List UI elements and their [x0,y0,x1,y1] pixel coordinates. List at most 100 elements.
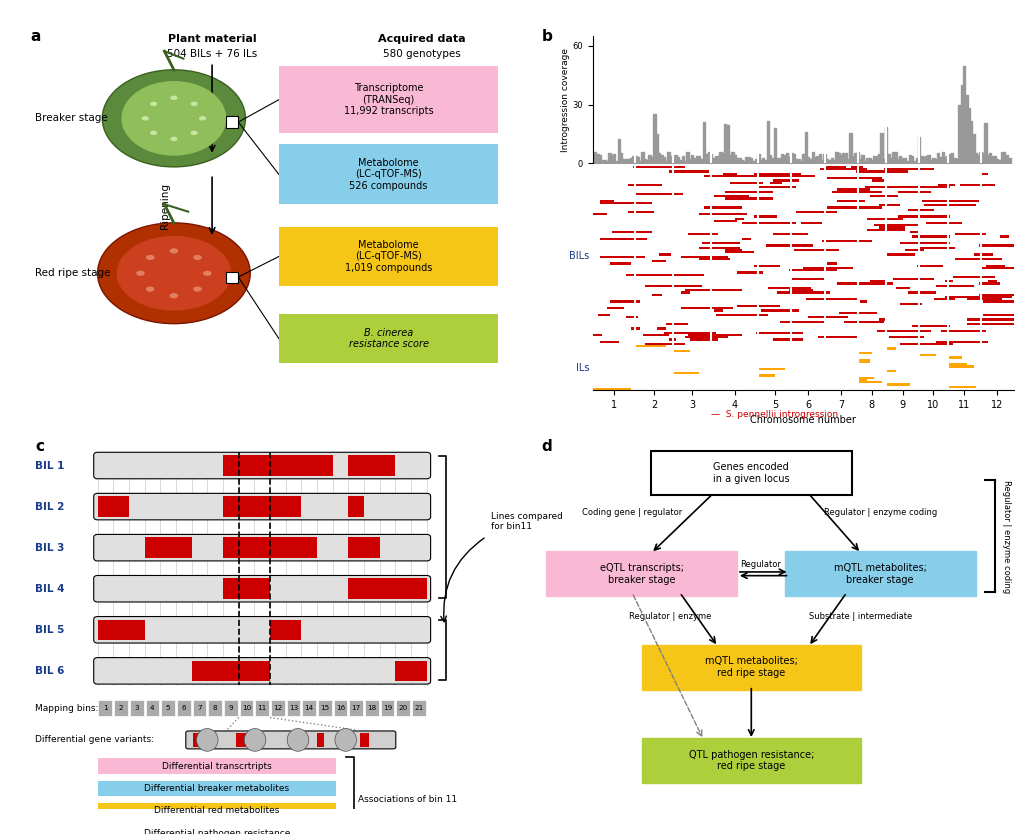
Text: Associations of bin 11: Associations of bin 11 [357,795,457,804]
FancyBboxPatch shape [97,781,336,796]
Ellipse shape [141,116,148,121]
Ellipse shape [197,729,218,751]
FancyBboxPatch shape [279,314,499,363]
Text: 3: 3 [134,706,139,711]
Ellipse shape [170,137,177,141]
Y-axis label: Introgression coverage: Introgression coverage [561,48,569,152]
Text: BIL 4: BIL 4 [36,584,65,594]
FancyBboxPatch shape [97,826,336,834]
Text: mQTL metabolites;
red ripe stage: mQTL metabolites; red ripe stage [705,656,798,678]
Text: 580 genotypes: 580 genotypes [383,49,461,59]
Text: 7: 7 [198,706,202,711]
Text: Differential breaker metabolites: Differential breaker metabolites [144,784,290,793]
Ellipse shape [136,271,144,276]
Text: Breaker stage: Breaker stage [36,113,109,123]
Ellipse shape [170,96,177,100]
Bar [348,537,380,558]
Text: 6: 6 [181,706,186,711]
Text: 2: 2 [119,706,123,711]
Text: 13: 13 [289,706,298,711]
Bar [97,620,144,640]
Ellipse shape [199,116,206,121]
Ellipse shape [146,287,155,292]
FancyBboxPatch shape [97,803,336,819]
FancyBboxPatch shape [271,700,285,716]
Ellipse shape [335,729,356,751]
Text: 5: 5 [166,706,170,711]
Text: BIL 2: BIL 2 [36,501,65,511]
Text: Differential pathogen resistance: Differential pathogen resistance [143,829,290,834]
Text: Regulator | enzyme coding: Regulator | enzyme coding [823,508,937,517]
FancyBboxPatch shape [381,700,394,716]
Text: 14: 14 [304,706,313,711]
Text: BIL 5: BIL 5 [36,625,65,635]
FancyBboxPatch shape [193,700,206,716]
FancyBboxPatch shape [240,700,253,716]
Text: BIL 6: BIL 6 [36,666,65,676]
Bar [223,579,270,599]
FancyBboxPatch shape [318,700,332,716]
FancyBboxPatch shape [97,758,336,774]
FancyBboxPatch shape [208,700,222,716]
FancyBboxPatch shape [94,494,431,520]
Text: Regulator | enzyme: Regulator | enzyme [629,612,712,621]
Text: 15: 15 [321,706,330,711]
Text: Differential red metabolites: Differential red metabolites [155,806,280,816]
Ellipse shape [287,729,308,751]
Text: BIL 1: BIL 1 [36,460,65,470]
Text: 16: 16 [336,706,345,711]
Bar [270,620,301,640]
Text: Ripening: Ripening [160,183,170,229]
Bar [223,496,301,517]
Ellipse shape [122,81,226,156]
Bar [236,733,247,747]
Text: a: a [31,28,41,43]
Text: eQTL transcripts;
breaker stage: eQTL transcripts; breaker stage [599,563,684,585]
Bar [348,455,395,475]
FancyBboxPatch shape [114,700,128,716]
Text: Lines compared
for bin11: Lines compared for bin11 [492,512,563,531]
FancyBboxPatch shape [94,616,431,643]
FancyBboxPatch shape [279,227,499,286]
Text: B. cinerea
resistance score: B. cinerea resistance score [348,328,429,349]
Bar [223,537,317,558]
Text: 17: 17 [351,706,360,711]
Ellipse shape [146,255,155,260]
Text: BILs: BILs [569,250,590,260]
Text: Substrate | intermediate: Substrate | intermediate [809,612,912,621]
Text: Regulator | enzyme coding: Regulator | enzyme coding [1002,480,1011,593]
Text: 8: 8 [213,706,217,711]
Text: Red ripe stage: Red ripe stage [36,269,111,279]
Text: 18: 18 [368,706,377,711]
FancyBboxPatch shape [334,700,347,716]
Ellipse shape [97,223,250,324]
Text: mQTL metabolites;
breaker stage: mQTL metabolites; breaker stage [834,563,927,585]
FancyBboxPatch shape [226,117,239,128]
FancyBboxPatch shape [396,700,411,716]
Bar [395,661,427,681]
Text: BIL 3: BIL 3 [36,543,65,553]
Text: b: b [542,28,552,43]
FancyBboxPatch shape [287,700,300,716]
Text: Genes encoded
in a given locus: Genes encoded in a given locus [713,462,790,484]
Text: —  S. pennellii introgression: — S. pennellii introgression [712,410,839,420]
FancyBboxPatch shape [185,731,396,749]
Bar [191,661,270,681]
Bar [360,733,369,747]
FancyBboxPatch shape [642,738,861,783]
Text: 11: 11 [258,706,267,711]
Text: Metabolome
(LC-qTOF-MS)
526 compounds: Metabolome (LC-qTOF-MS) 526 compounds [349,158,428,191]
Ellipse shape [151,131,158,135]
Bar [348,579,427,599]
FancyBboxPatch shape [255,700,269,716]
Ellipse shape [190,131,198,135]
Ellipse shape [194,255,202,260]
Bar [223,455,333,475]
Text: QTL pathogen resistance;
red ripe stage: QTL pathogen resistance; red ripe stage [688,750,814,771]
FancyBboxPatch shape [94,575,431,602]
FancyBboxPatch shape [145,700,160,716]
Text: Transcriptome
(TRANSeq)
11,992 transcripts: Transcriptome (TRANSeq) 11,992 transcrip… [344,83,433,116]
Bar [193,733,202,747]
Text: Acquired data: Acquired data [378,34,466,44]
FancyBboxPatch shape [224,700,238,716]
